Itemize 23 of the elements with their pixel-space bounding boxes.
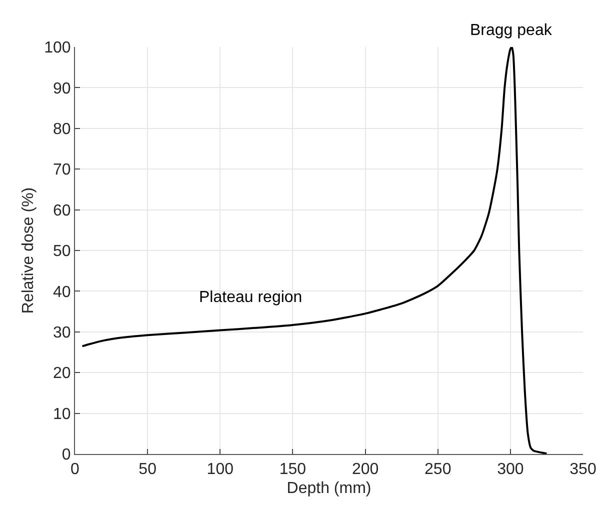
x-tick-label: 300	[497, 461, 524, 478]
y-tick-label: 90	[53, 80, 71, 98]
y-tick-label: 40	[53, 284, 71, 301]
y-tick-label: 100	[44, 40, 71, 57]
x-tick-label: 50	[138, 461, 157, 478]
x-axis-title: Depth (mm)	[286, 480, 372, 497]
y-tick-label: 70	[53, 162, 71, 179]
y-tick-label: 20	[53, 365, 71, 382]
x-tick-label: 200	[352, 461, 379, 478]
y-tick-label: 10	[53, 406, 71, 423]
y-tick-label: 80	[53, 121, 71, 138]
y-tick-label: 50	[53, 243, 71, 260]
annotation: Bragg peak	[470, 22, 553, 39]
annotation: Plateau region	[199, 289, 302, 306]
y-axis-title: Relative dose (%)	[20, 187, 37, 314]
x-tick-label: 250	[424, 461, 452, 478]
y-tick-label: 30	[53, 324, 71, 342]
x-tick-label: 150	[279, 461, 306, 478]
y-tick-label: 60	[53, 202, 71, 220]
x-tick-label: 100	[206, 461, 234, 478]
x-tick-label: 350	[570, 461, 596, 478]
y-tick-label: 0	[62, 446, 71, 464]
line-series	[81, 47, 548, 454]
